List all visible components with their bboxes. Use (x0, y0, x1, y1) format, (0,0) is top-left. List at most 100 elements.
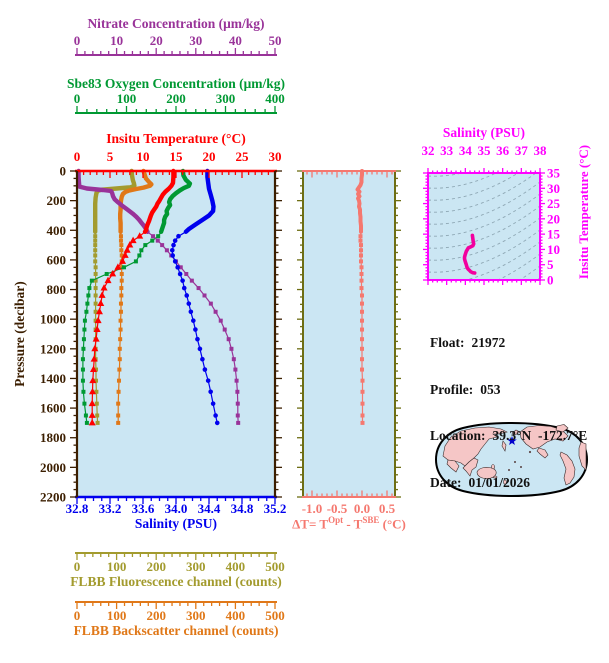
data-marker (218, 318, 223, 323)
data-marker (176, 233, 181, 239)
data-marker (98, 291, 106, 298)
data-marker (131, 212, 135, 216)
data-marker (235, 401, 240, 406)
data-marker (94, 191, 98, 195)
profile-line-upper (142, 168, 176, 234)
data-marker (93, 278, 98, 283)
data-marker (143, 243, 148, 248)
ts-plot-area (428, 173, 540, 280)
profile-line-upper (183, 168, 216, 234)
data-marker (109, 270, 117, 277)
data-marker (110, 191, 114, 195)
profile-line-upper (355, 169, 364, 234)
pressure-tick-label: 1400 (40, 371, 66, 386)
data-marker (180, 278, 185, 283)
axis-tick-label: 0.5 (379, 501, 396, 516)
data-marker (81, 337, 86, 342)
data-marker (93, 265, 98, 270)
data-marker (165, 212, 169, 216)
data-marker (143, 173, 147, 177)
data-marker (117, 346, 122, 351)
pressure-tick-label: 800 (47, 282, 67, 297)
ts-temp-tick-label: 0 (547, 273, 554, 288)
float-value: 21972 (471, 335, 506, 350)
data-marker (208, 301, 213, 306)
axis-tick-label: 32.8 (66, 501, 89, 516)
float-info-block: Float: 21972 Profile: 053 Location: 39.3°N … (430, 304, 587, 521)
float-label: Float: (430, 335, 465, 350)
data-marker (360, 389, 365, 394)
data-marker (140, 221, 144, 225)
oxygen-axis-title: Sbe83 Oxygen Concentration (μm/kg) (66, 76, 286, 91)
data-marker (360, 293, 364, 298)
axis-tick-label: 100 (107, 608, 127, 623)
density-contour (428, 229, 540, 273)
ts-temp-tick-label: 20 (547, 211, 560, 226)
float-position-star (507, 436, 517, 446)
data-marker (95, 413, 100, 418)
data-marker (162, 218, 166, 222)
axis-tick-label: 34.4 (198, 501, 221, 516)
data-marker (188, 182, 192, 186)
data-marker (360, 318, 364, 323)
data-marker (359, 286, 364, 291)
float-info-row: Location: 39.3°N -172.7°E (430, 428, 587, 444)
data-marker (235, 389, 240, 394)
data-marker (93, 286, 98, 291)
data-marker (226, 337, 231, 342)
data-marker (94, 389, 99, 394)
data-marker (93, 225, 97, 229)
data-marker (165, 209, 169, 213)
axis-tick-label: 34 (459, 143, 473, 158)
data-marker (184, 271, 189, 276)
data-marker (189, 278, 194, 283)
data-marker (360, 327, 364, 332)
data-marker (93, 248, 98, 253)
data-marker (359, 278, 364, 283)
density-contour (428, 205, 540, 249)
data-marker (118, 216, 122, 220)
data-marker (137, 218, 141, 222)
data-marker (358, 238, 363, 243)
data-marker (93, 293, 98, 298)
data-marker (177, 271, 183, 277)
data-marker (160, 227, 164, 231)
data-marker (116, 401, 121, 406)
data-marker (91, 344, 99, 352)
axis-tick-label: 100 (107, 559, 127, 574)
data-marker (114, 263, 122, 270)
data-marker (195, 336, 200, 342)
data-marker (137, 253, 142, 258)
ts-curve (462, 233, 477, 275)
data-marker (116, 389, 121, 394)
data-marker (116, 413, 121, 418)
data-marker (118, 212, 122, 216)
data-marker (93, 234, 98, 239)
data-marker (119, 286, 124, 291)
axis-tick-label: 0 (74, 559, 81, 574)
data-marker (90, 355, 98, 362)
data-marker (93, 301, 98, 306)
data-marker (89, 376, 97, 384)
data-marker (88, 387, 97, 395)
data-marker (184, 293, 190, 298)
data-marker (208, 389, 213, 395)
data-marker (166, 206, 170, 210)
axis-tick-label: 33.6 (132, 501, 155, 516)
data-marker (136, 232, 144, 239)
data-marker (89, 278, 94, 283)
data-marker (119, 265, 124, 270)
axis-tick-label: 35 (478, 143, 492, 158)
data-marker (93, 259, 98, 264)
data-marker (93, 208, 97, 212)
data-marker (184, 178, 188, 182)
data-marker (360, 309, 364, 314)
data-marker (129, 236, 137, 244)
pressure-tick-label: 2000 (40, 460, 66, 475)
data-marker (178, 265, 183, 270)
data-marker (123, 190, 127, 194)
nitrate-axis-title: Nitrate Concentration (μm/kg) (87, 16, 265, 31)
float-info-row: Float: 21972 (430, 335, 587, 351)
data-marker (119, 278, 124, 283)
